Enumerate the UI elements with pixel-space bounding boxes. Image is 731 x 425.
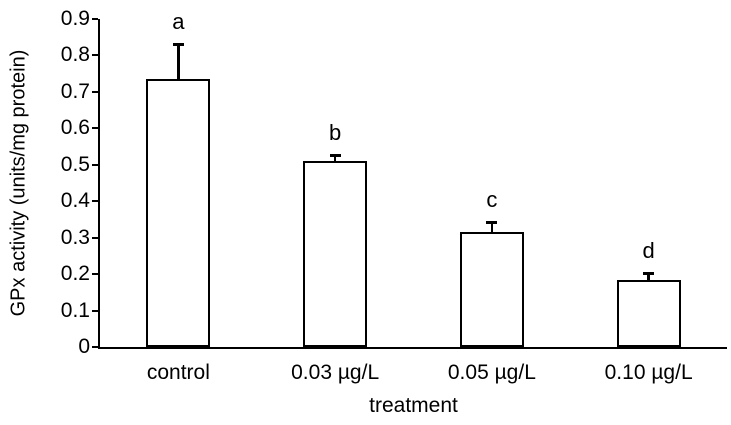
x-category-label: 0.10 µg/L [604, 361, 693, 384]
y-tick [92, 346, 98, 348]
error-bar-cap [172, 42, 184, 46]
y-tick-label: 0.1 [60, 298, 90, 322]
y-tick [92, 163, 98, 166]
error-bar-cap [643, 272, 655, 276]
error-bar-cap [329, 153, 341, 157]
y-tick [92, 273, 98, 276]
x-axis-line [98, 347, 727, 349]
x-axis-title: treatment [369, 394, 458, 417]
error-bar-stem [647, 272, 650, 280]
significance-letter: c [486, 187, 498, 213]
y-tick-label: 0.5 [60, 152, 90, 176]
y-tick [92, 90, 98, 93]
significance-letter: a [172, 8, 185, 34]
y-tick [92, 309, 98, 312]
y-tick-label: 0.8 [60, 43, 90, 67]
x-category-label: 0.05 µg/L [447, 361, 536, 384]
x-category-label: 0.03 µg/L [291, 361, 380, 384]
y-tick-label: 0 [78, 335, 90, 358]
error-bar-stem [177, 42, 180, 80]
x-category-label: control [146, 361, 210, 384]
bar [146, 79, 211, 347]
y-axis-line [98, 19, 100, 349]
error-bar-stem [490, 221, 494, 233]
y-tick [92, 200, 98, 203]
y-tick-label: 0.9 [60, 7, 90, 30]
error-bar-stem [333, 153, 337, 162]
y-tick [92, 54, 98, 57]
significance-letter: d [642, 238, 655, 264]
bar [459, 232, 524, 347]
y-tick-label: 0.6 [60, 116, 90, 140]
error-bar-cap [486, 221, 498, 225]
y-tick-label: 0.3 [60, 225, 90, 249]
y-tick-label: 0.7 [60, 79, 90, 103]
y-tick-label: 0.4 [60, 189, 90, 213]
bar [303, 161, 368, 347]
bar [616, 279, 681, 347]
significance-letter: b [329, 119, 342, 145]
y-tick [92, 18, 98, 20]
y-tick-label: 0.2 [60, 262, 90, 286]
y-tick [92, 127, 98, 130]
y-tick [92, 236, 98, 239]
